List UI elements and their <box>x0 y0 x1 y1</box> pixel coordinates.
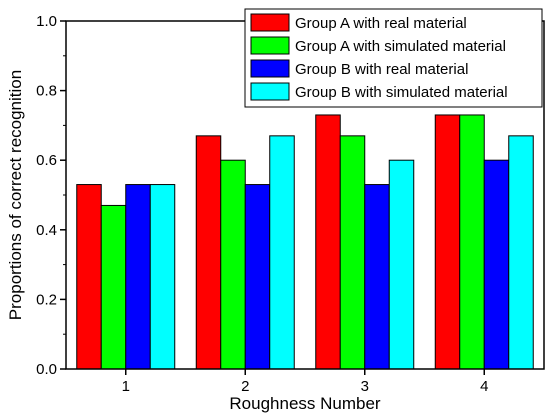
bar-1-3 <box>315 114 341 370</box>
bar-4-2 <box>269 135 295 370</box>
legend-label: Group B with simulated material <box>295 84 508 101</box>
legend-swatch <box>250 59 290 78</box>
y-tick-label: 0.4 <box>36 222 57 239</box>
y-tick-label: 0.0 <box>36 361 57 378</box>
bar-1-4 <box>434 114 461 370</box>
bar-2-1 <box>100 204 127 370</box>
bar-2-4 <box>459 114 485 370</box>
x-tick-label: 2 <box>241 378 249 395</box>
legend-box <box>244 8 543 108</box>
y-tick-label: 0.2 <box>36 291 57 308</box>
y-axis: 0.0 0.2 0.4 0.6 0.8 1.0 <box>36 13 66 378</box>
x-tick-label: 4 <box>480 378 488 395</box>
bars-layer <box>76 114 534 370</box>
x-axis: 1 2 3 4 <box>122 369 488 395</box>
x-tick-label: 1 <box>122 378 130 395</box>
bar-3-3 <box>364 184 390 370</box>
legend-swatch <box>250 36 290 55</box>
bar-2-3 <box>339 135 366 370</box>
legend-label: Group A with real material <box>295 15 467 32</box>
bar-1-1 <box>76 184 102 370</box>
x-tick-label: 3 <box>361 378 369 395</box>
legend-swatch <box>250 82 290 101</box>
y-tick-label: 1.0 <box>36 13 57 30</box>
legend: Group A with real material Group A with s… <box>244 8 543 108</box>
bar-1-2 <box>195 135 222 370</box>
bar-2-2 <box>220 159 246 370</box>
bar-3-4 <box>483 159 510 370</box>
bar-4-4 <box>508 135 534 370</box>
y-tick-label: 0.6 <box>36 152 57 169</box>
bar-3-2 <box>244 184 271 370</box>
legend-swatch <box>250 13 290 32</box>
bar-4-1 <box>149 184 176 370</box>
legend-label: Group B with real material <box>295 61 468 78</box>
legend-label: Group A with simulated material <box>295 38 506 55</box>
bar-4-3 <box>388 159 415 370</box>
y-axis-label: Proportions of correct recognition <box>6 70 25 320</box>
y-tick-label: 0.8 <box>36 83 57 100</box>
bar-3-1 <box>125 184 151 370</box>
x-axis-label: Roughness Number <box>229 394 381 413</box>
